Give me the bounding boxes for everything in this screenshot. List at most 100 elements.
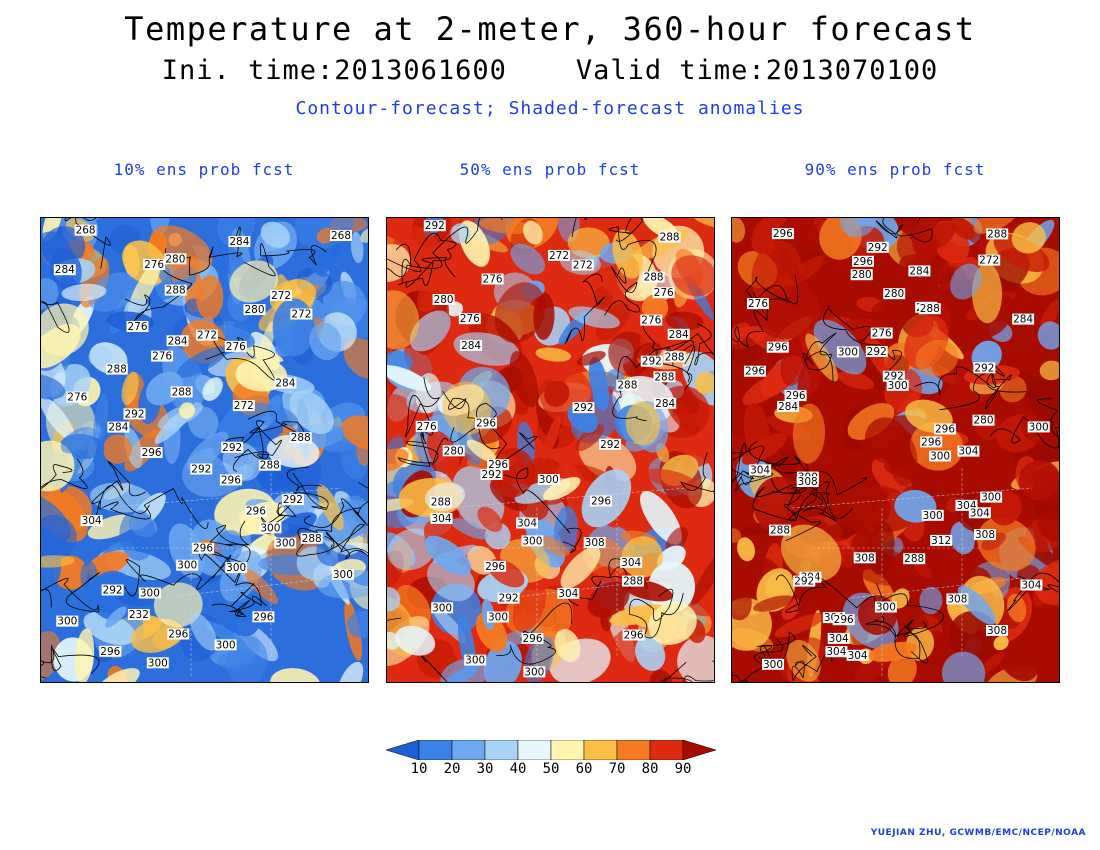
contour-label: 300 (523, 666, 546, 678)
contour-label: 296 (244, 505, 267, 518)
svg-text:288: 288 (291, 432, 311, 444)
contour-label: 304 (1020, 579, 1043, 592)
svg-text:288: 288 (644, 272, 664, 284)
svg-text:288: 288 (431, 497, 451, 509)
chart-subtitle: Ini. time:2013061600 Valid time:20130701… (161, 55, 939, 86)
colorbar-tick-label: 80 (641, 761, 659, 777)
contour-label: 276 (151, 350, 174, 363)
svg-text:300: 300 (465, 655, 485, 667)
svg-text:284: 284 (55, 264, 75, 276)
svg-text:232: 232 (129, 609, 149, 621)
svg-text:296: 296 (142, 447, 162, 459)
svg-text:280: 280 (244, 304, 264, 316)
svg-text:300: 300 (539, 474, 559, 486)
svg-text:288: 288 (987, 228, 1007, 240)
contour-label: 292 (221, 441, 244, 454)
svg-text:296: 296 (591, 496, 611, 508)
contour-label: 300 (431, 602, 454, 614)
contour-label: 304 (957, 445, 980, 458)
svg-text:308: 308 (855, 552, 875, 564)
svg-text:300: 300 (522, 535, 542, 547)
contour-label: 300 (176, 559, 199, 572)
contour-label: 308 (796, 476, 819, 488)
svg-text:292: 292 (868, 242, 888, 254)
svg-text:288: 288 (172, 386, 192, 398)
svg-text:276: 276 (226, 341, 246, 353)
contour-label: 288 (663, 351, 686, 363)
svg-text:276: 276 (872, 328, 892, 340)
svg-text:268: 268 (76, 225, 96, 237)
svg-text:296: 296 (624, 630, 644, 642)
chart-description: Contour-forecast; Shaded-forecast anomal… (295, 98, 805, 119)
contour-label: 276 (870, 327, 893, 340)
svg-text:288: 288 (260, 460, 280, 472)
contour-label: 288 (289, 432, 312, 444)
svg-text:284: 284 (655, 398, 675, 410)
contour-label: 300 (138, 587, 161, 600)
svg-text:288: 288 (617, 380, 637, 392)
contour-label: 288 (616, 379, 639, 392)
svg-text:280: 280 (434, 294, 454, 306)
svg-text:292: 292 (867, 346, 887, 358)
colorbar-tick-label: 40 (509, 761, 527, 777)
contour-label: 292 (865, 346, 888, 358)
contour-label: 276 (126, 321, 149, 333)
svg-text:288: 288 (770, 525, 790, 537)
svg-text:292: 292 (425, 220, 445, 232)
svg-text:300: 300 (177, 560, 197, 572)
svg-text:276: 276 (417, 421, 437, 433)
svg-text:276: 276 (748, 298, 768, 310)
boundary-lines (791, 468, 1033, 678)
contour-label: 308 (986, 625, 1008, 637)
svg-text:288: 288 (166, 285, 186, 297)
svg-text:300: 300 (838, 346, 858, 358)
svg-text:296: 296 (253, 611, 273, 623)
svg-text:288: 288 (623, 576, 643, 588)
svg-text:296: 296 (935, 424, 955, 436)
svg-text:308: 308 (585, 537, 605, 549)
contour-label: 300 (762, 658, 784, 671)
svg-text:300: 300 (260, 522, 280, 534)
svg-text:276: 276 (483, 274, 503, 286)
contour-label: 296 (920, 436, 943, 448)
svg-text:280: 280 (444, 445, 464, 457)
svg-text:296: 296 (168, 629, 188, 641)
contour-label: 280 (243, 304, 266, 316)
contour-label: 284 (654, 397, 677, 410)
contour-label: 284 (107, 421, 130, 434)
contour-label: 272 (270, 289, 293, 302)
svg-text:300: 300 (226, 562, 246, 574)
contour-label: 272 (548, 249, 570, 262)
contour-label: 276 (640, 314, 663, 327)
colorbar-tick-label: 30 (476, 761, 494, 777)
contour-label: 292 (101, 584, 124, 597)
svg-text:304: 304 (82, 515, 102, 527)
contour-label: 284 (1012, 313, 1035, 326)
contour-label: 288 (653, 371, 676, 383)
contour-labels: 2922882722722882762762802762762842842882… (415, 220, 690, 678)
svg-text:300: 300 (923, 510, 943, 522)
colorbar-swatch (418, 740, 453, 760)
contour-label: 288 (105, 363, 128, 376)
colorbar-swatch (550, 740, 585, 760)
colorbar-swatch (583, 740, 618, 760)
svg-text:304: 304 (826, 646, 846, 658)
contour-label: 296 (219, 474, 242, 486)
svg-text:292: 292 (794, 576, 814, 588)
contour-label: 296 (771, 228, 794, 240)
svg-text:308: 308 (798, 476, 818, 488)
svg-text:300: 300 (216, 639, 236, 651)
svg-text:296: 296 (221, 474, 241, 486)
svg-text:296: 296 (246, 506, 266, 518)
svg-text:300: 300 (488, 612, 508, 624)
colorbar-swatch (451, 740, 486, 760)
svg-text:304: 304 (970, 507, 990, 519)
svg-text:296: 296 (488, 459, 508, 471)
contour-label: 300 (464, 654, 487, 667)
contour-label: 284 (228, 236, 251, 248)
contour-label: 288 (986, 228, 1009, 240)
svg-text:284: 284 (108, 422, 128, 434)
contour-label: 300 (886, 379, 909, 392)
contour-label: 300 (537, 474, 560, 486)
